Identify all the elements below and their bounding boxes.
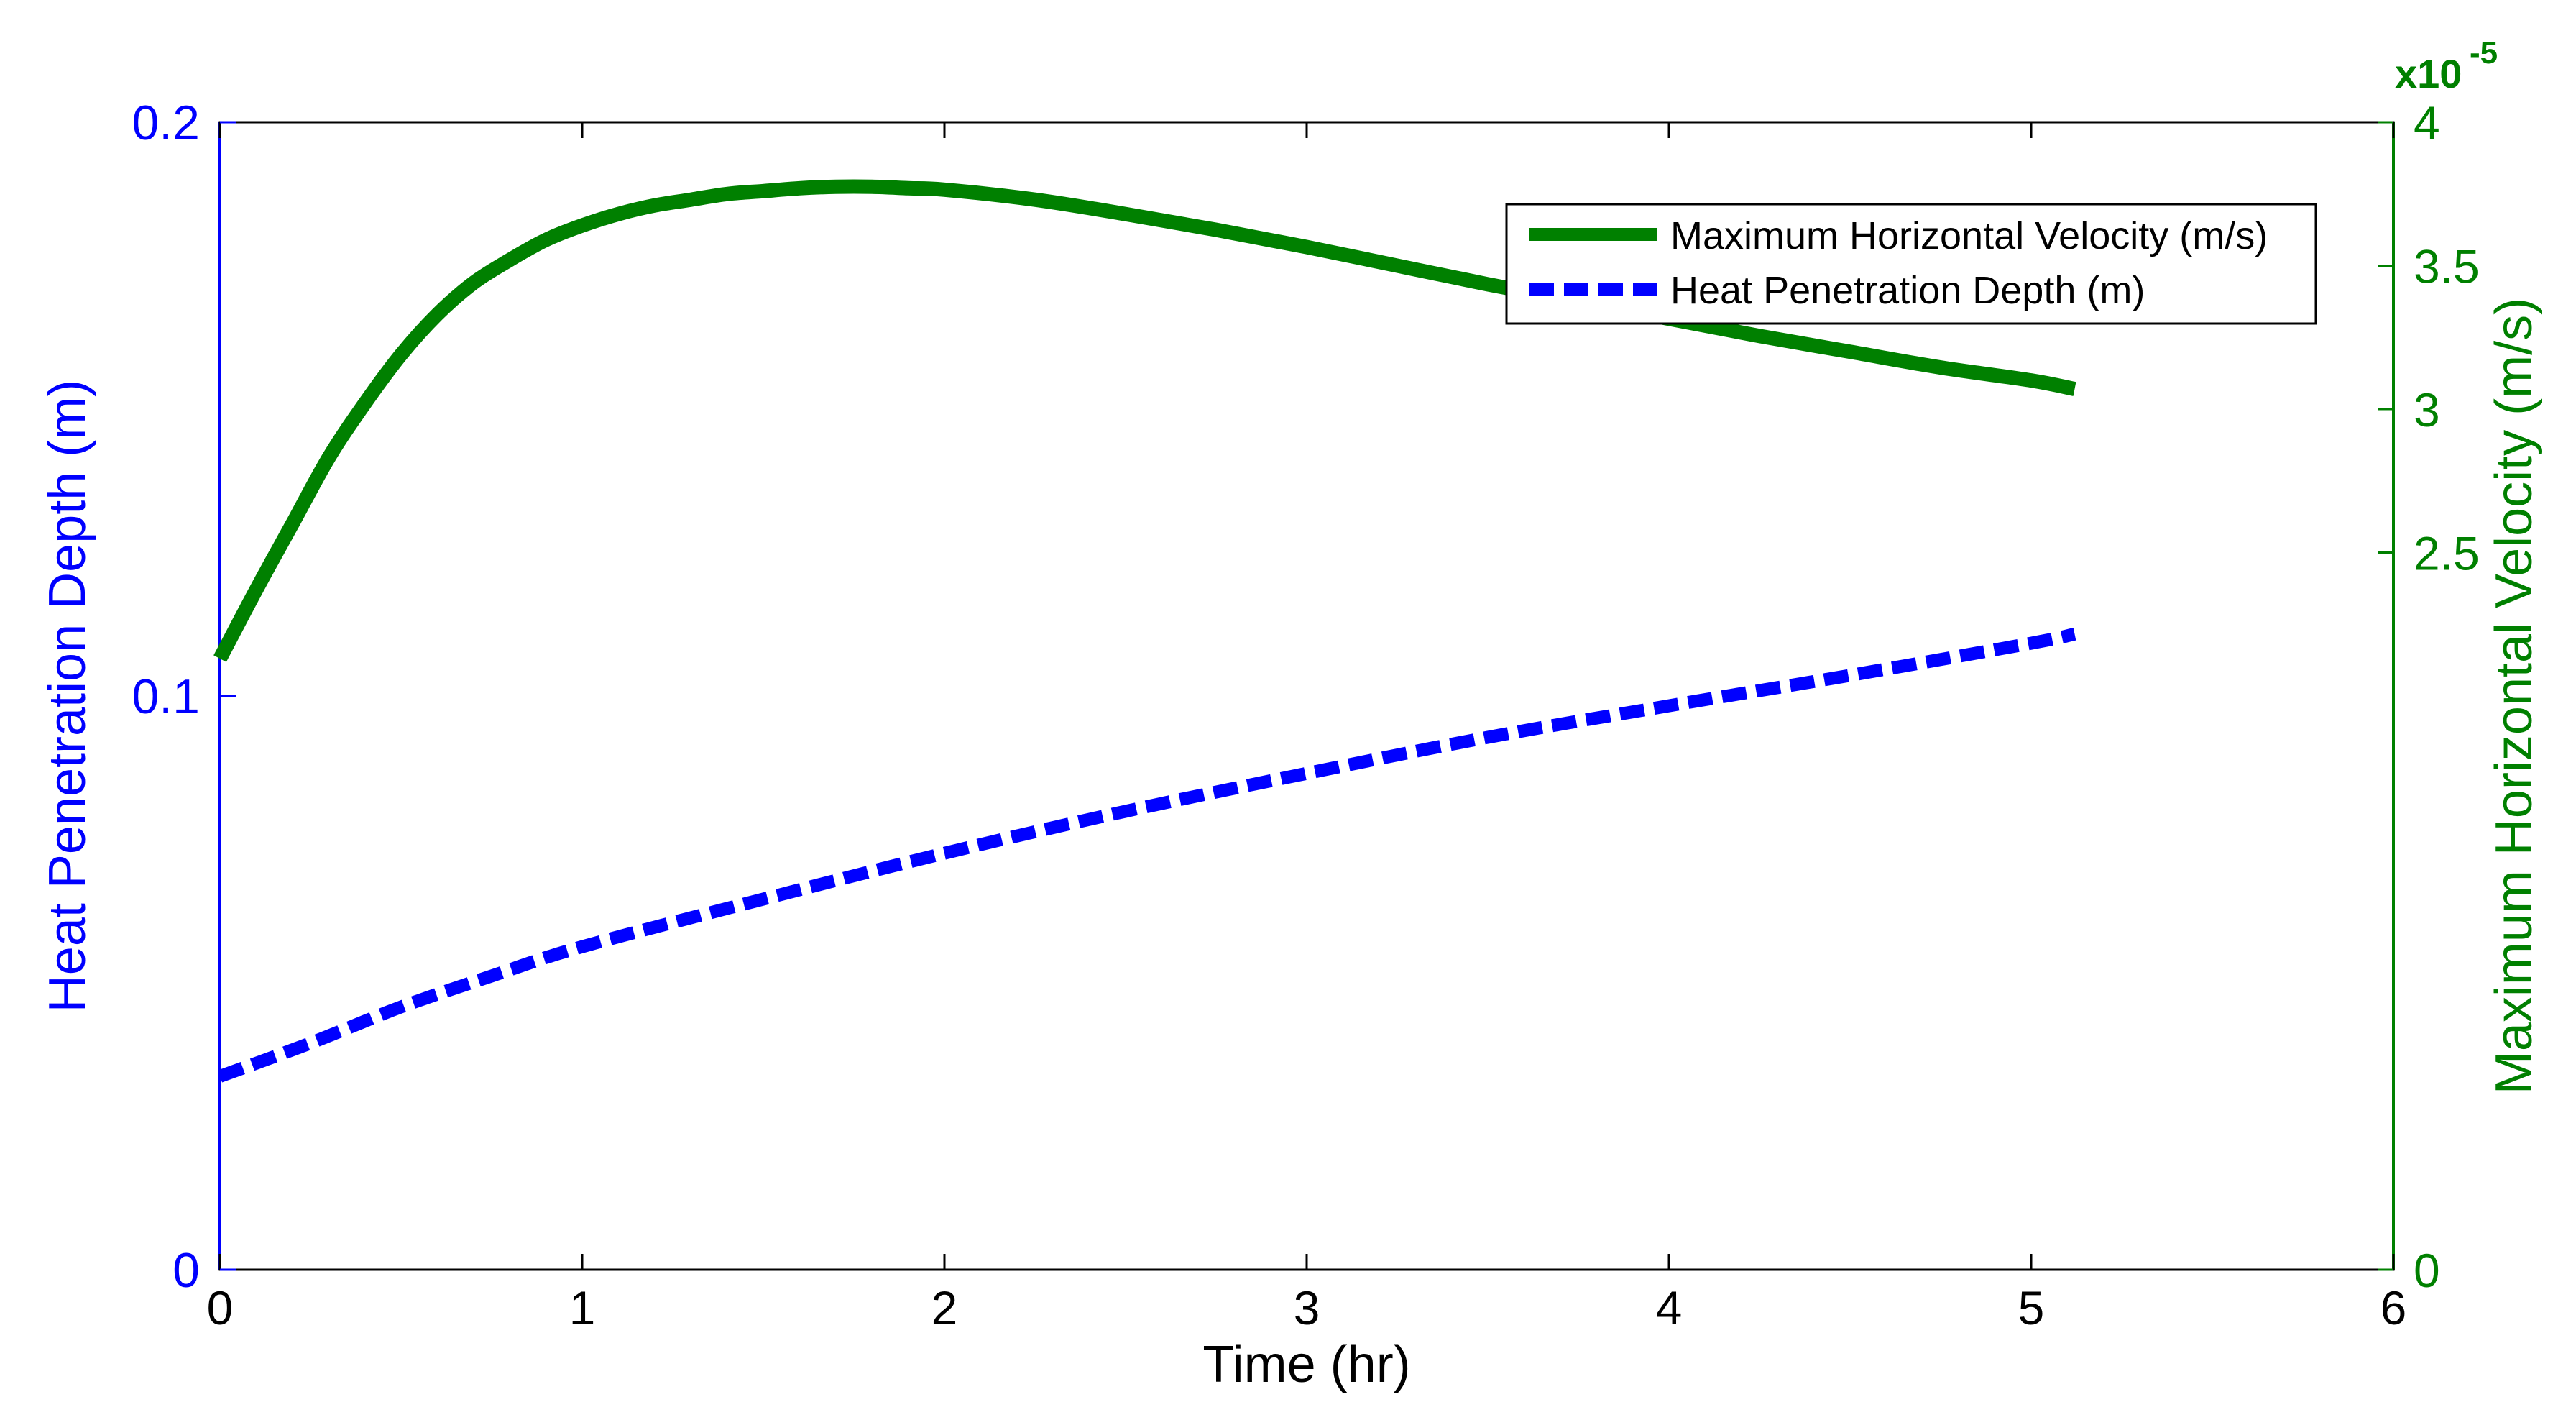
- left-y-tick-label: 0.1: [132, 669, 200, 724]
- x-tick-label: 6: [2380, 1281, 2407, 1334]
- left-y-tick-label: 0.2: [132, 96, 200, 150]
- right-y-tick-label: 3.5: [2414, 240, 2480, 293]
- legend-label-depth: Heat Penetration Depth (m): [1670, 269, 2145, 312]
- left-y-tick-label: 0: [172, 1243, 200, 1298]
- left-y-axis-label: Heat Penetration Depth (m): [39, 380, 96, 1012]
- right-y-tick-label: 3: [2414, 383, 2440, 436]
- right-y-tick-label: 0: [2414, 1244, 2440, 1297]
- x-tick-label: 5: [2018, 1281, 2045, 1334]
- x-tick-label: 4: [1656, 1281, 1683, 1334]
- right-axis-exponent-base: x10: [2395, 51, 2462, 96]
- x-axis-label: Time (hr): [1202, 1336, 1410, 1393]
- ticks-layer: 0 1 2 3 4 5 600.10.202.533.54: [132, 96, 2479, 1334]
- right-y-tick-label: 4: [2414, 96, 2440, 150]
- right-axis-exponent-power: -5: [2470, 35, 2498, 70]
- x-tick-label: 1: [569, 1281, 596, 1334]
- legend: Maximum Horizontal Velocity (m/s) Heat P…: [1505, 203, 2317, 325]
- right-y-axis-label: Maximum Horizontal Velocity (m/s): [2485, 298, 2543, 1094]
- legend-label-velocity: Maximum Horizontal Velocity (m/s): [1670, 214, 2268, 257]
- x-tick-label: 0: [207, 1281, 234, 1334]
- x-tick-label: 2: [932, 1281, 958, 1334]
- series-line-heat-penetration-depth: [217, 627, 2076, 1083]
- legend-box: [1505, 203, 2317, 325]
- x-tick-label: 3: [1294, 1281, 1320, 1334]
- right-y-tick-label: 2.5: [2414, 527, 2480, 580]
